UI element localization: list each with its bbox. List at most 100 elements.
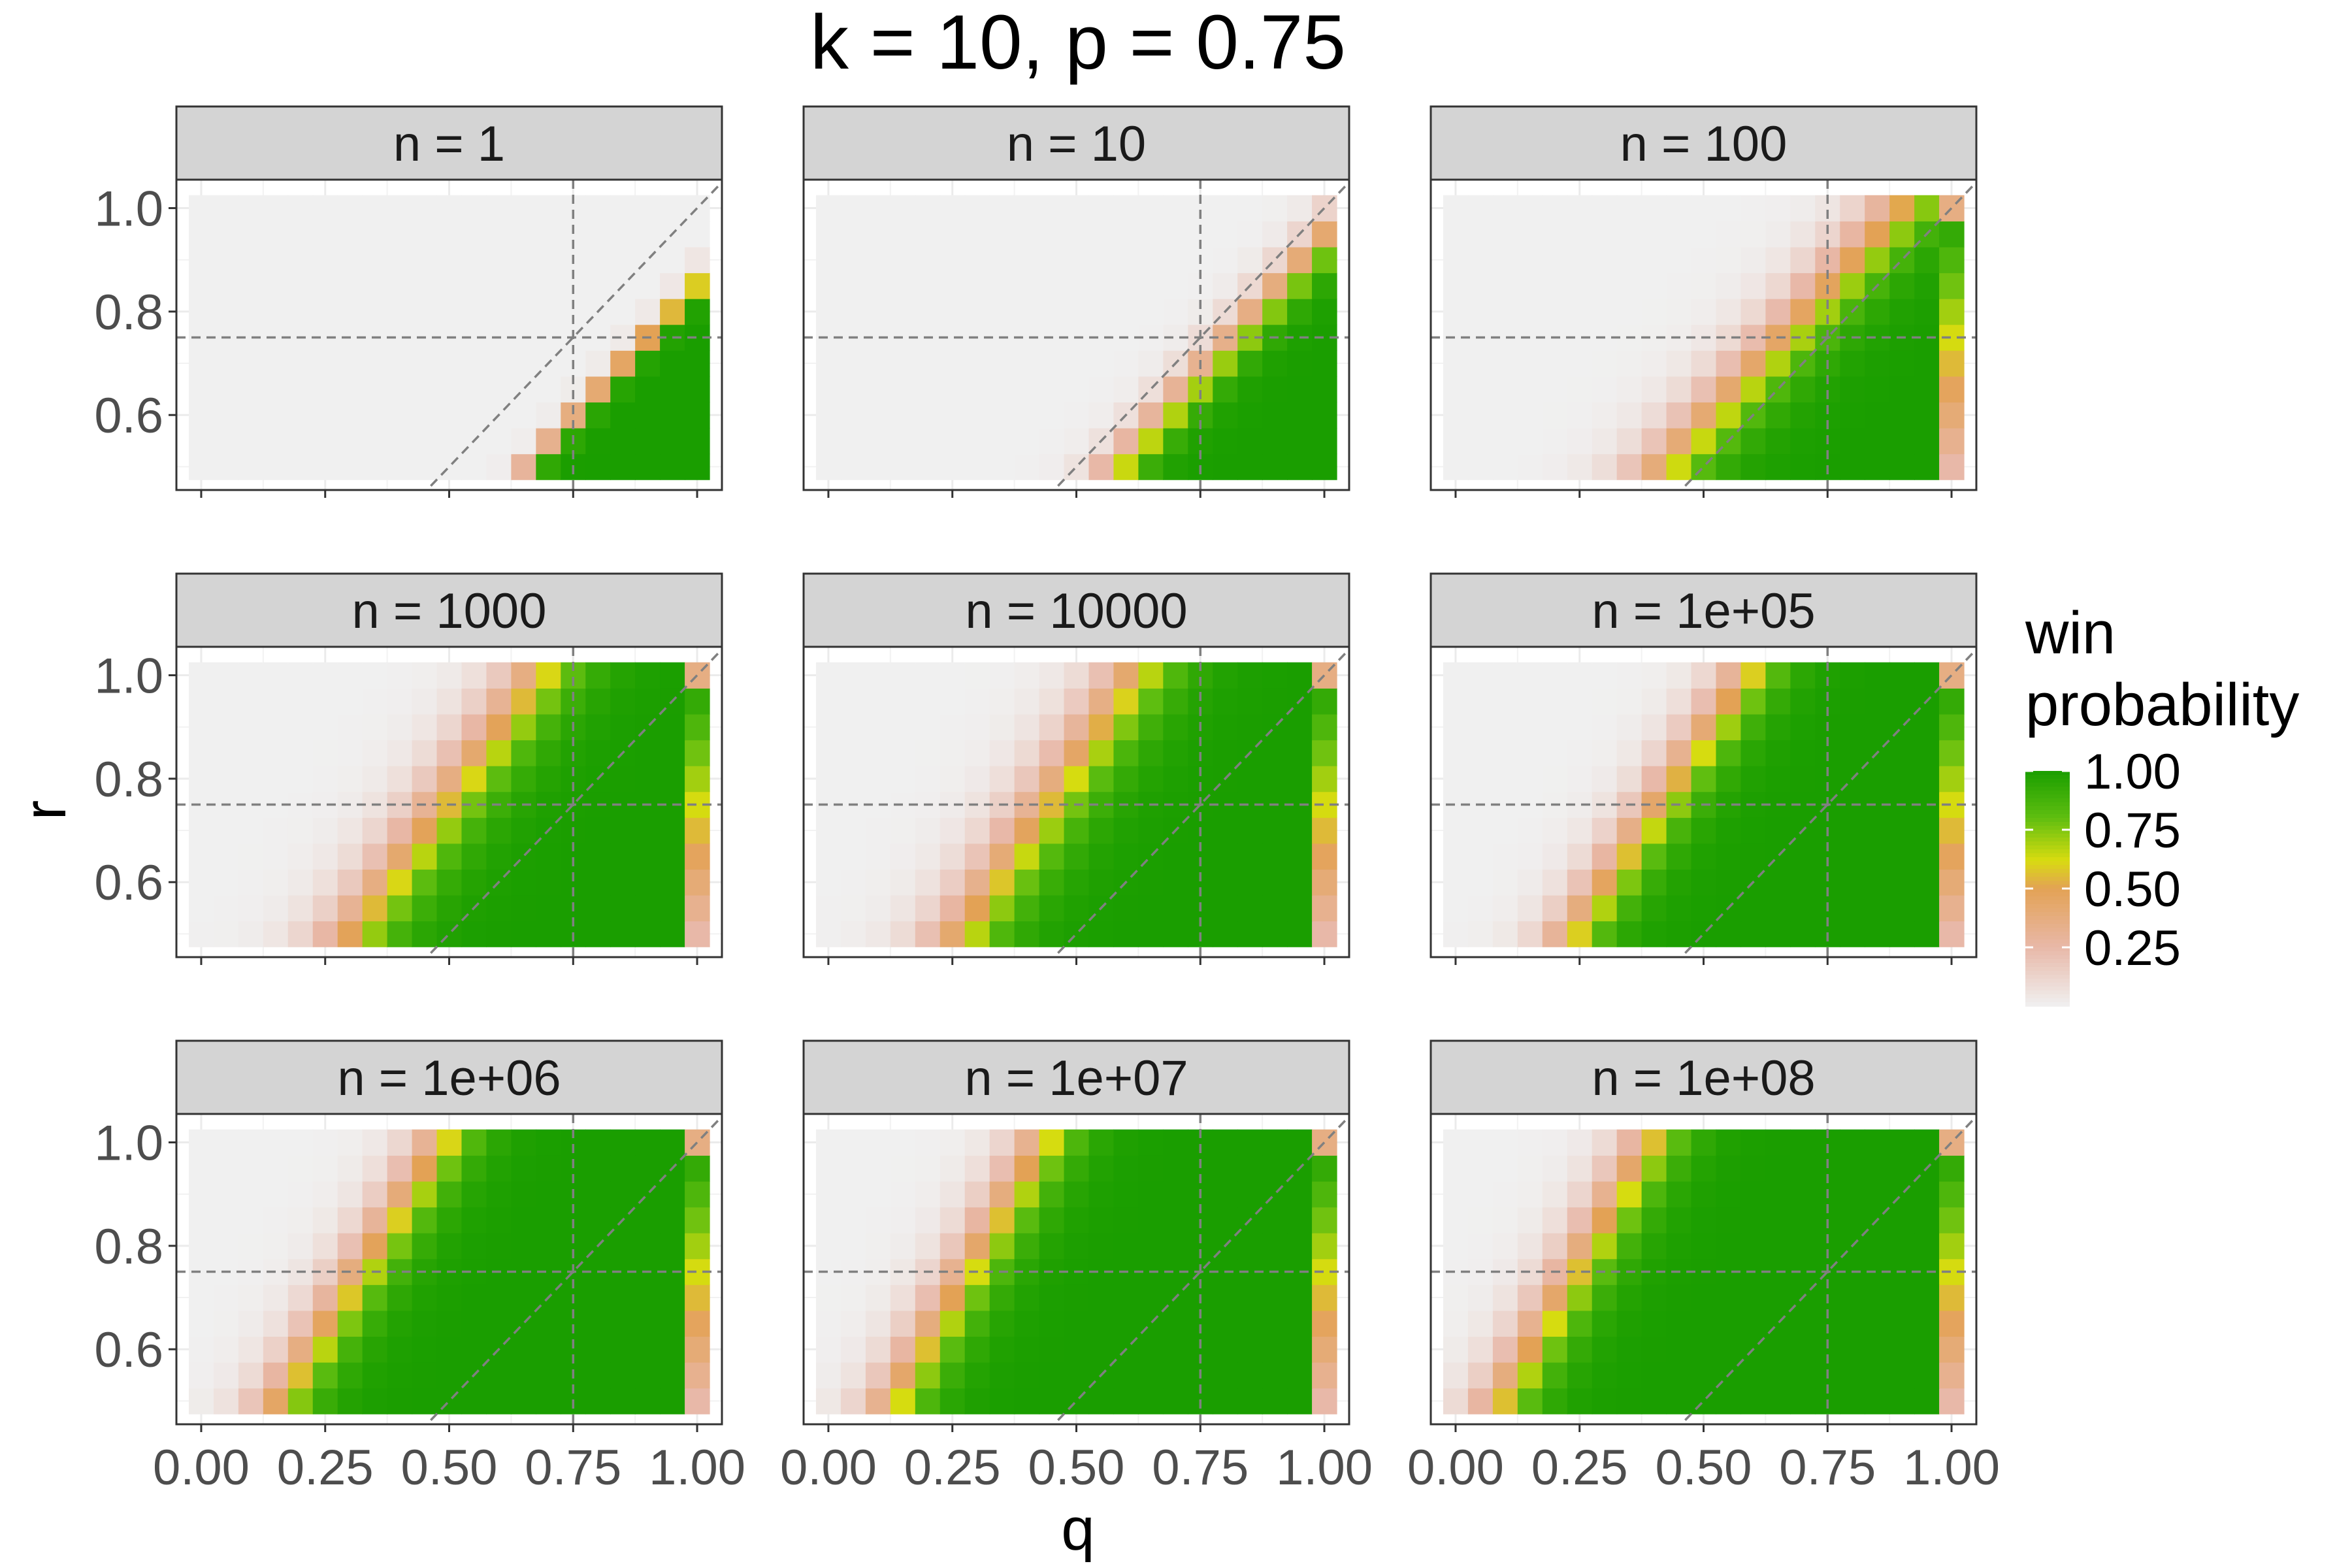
heatmap-tile [1567,272,1593,299]
heatmap-tile [1014,921,1040,947]
heatmap-tile [1014,1284,1040,1311]
heatmap-tile [1641,1310,1667,1337]
heatmap-tile [1889,740,1915,766]
heatmap-tile [1666,1310,1692,1337]
heatmap-tile [263,195,289,221]
heatmap-tile [1567,1233,1593,1260]
heatmap-tile [1914,402,1940,429]
heatmap-tile [1443,246,1469,274]
heatmap-tile [1312,921,1337,947]
heatmap-tile [1666,402,1692,429]
heatmap-tile [1889,428,1915,455]
heatmap-tile [1492,895,1518,922]
y-tick-label: 0.6 [94,388,163,444]
heatmap-tile [1237,713,1263,741]
heatmap-tile [1616,766,1642,792]
heatmap-tile [865,662,891,689]
heatmap-tile [1443,350,1469,377]
heatmap-tile [1064,1310,1090,1337]
heatmap-tile [660,1207,685,1233]
heatmap-tile [436,766,463,792]
heatmap-tile [1567,1207,1593,1233]
heatmap-tile [964,1181,990,1208]
heatmap-tile [188,662,214,689]
heatmap-tile [1641,869,1667,896]
reference-line-diagonal [1679,180,1976,490]
heatmap-tile [890,869,916,896]
x-tick-label: 0.25 [1531,1440,1628,1495]
heatmap-tile [287,1155,314,1182]
heatmap-tile [461,1207,487,1233]
heatmap-tile [1113,688,1139,715]
heatmap-tile [486,246,512,274]
heatmap-tile [1312,402,1337,429]
x-tick-label: 0.75 [1152,1440,1249,1495]
heatmap-tile [1567,740,1593,766]
y-tick-label: 0.8 [94,752,163,808]
heatmap-tile [461,1310,487,1337]
heatmap-tile [1312,299,1337,325]
heatmap-tile [939,428,966,455]
heatmap-tile [1865,688,1890,715]
heatmap-tile [362,817,388,844]
heatmap-tile [1716,817,1742,844]
heatmap-tile [1567,1388,1593,1414]
heatmap-tile [1088,1284,1115,1311]
heatmap-tile [1064,1336,1090,1363]
legend-color-band [2025,794,2070,799]
heatmap-tile [238,1336,264,1363]
heatmap-tile [1039,1181,1065,1208]
heatmap-tile [312,402,338,429]
heatmap-tile [1088,195,1115,221]
heatmap-tile [815,428,841,455]
heatmap-tile [1138,246,1164,274]
heatmap-tile [1765,428,1791,455]
heatmap-tile [635,453,661,480]
heatmap-tile [1666,662,1692,689]
heatmap-tile [915,895,941,922]
heatmap-tile [1567,376,1593,403]
heatmap-tile [1517,299,1543,325]
heatmap-tile [1939,817,1965,844]
heatmap-tile [635,299,661,325]
heatmap-tile [412,1388,438,1414]
heatmap-tile [989,713,1015,741]
heatmap-tile [1691,843,1717,870]
heatmap-tile [1939,1233,1965,1260]
heatmap-tile [1840,1155,1865,1182]
heatmap-tile [1014,272,1040,299]
heatmap-tile [939,869,966,896]
heatmap-tile [865,766,891,792]
heatmap-tile [1567,713,1593,741]
heatmap-tile [1840,402,1865,429]
heatmap-tile [1138,1284,1164,1311]
heatmap-tile [915,1310,941,1337]
heatmap-tile [1914,350,1940,377]
heatmap-tile [362,1310,388,1337]
heatmap-tile [1616,1336,1642,1363]
heatmap-tile [188,1284,214,1311]
heatmap-tile [1237,402,1263,429]
heatmap-tile [337,1155,363,1182]
heatmap-tile [610,428,636,455]
heatmap-tile [1765,1207,1791,1233]
heatmap-tile [1467,453,1494,480]
heatmap-tile [312,817,338,844]
heatmap-tile [1014,1362,1040,1389]
heatmap-tile [1467,1336,1494,1363]
heatmap-tile [1163,1129,1188,1156]
heatmap-tile [1840,428,1865,455]
heatmap-tile [1914,272,1940,299]
heatmap-tile [1765,1181,1791,1208]
heatmap-tile [635,1129,661,1156]
legend-color-band [2025,959,2070,964]
heatmap-tile [685,817,710,844]
heatmap-tile [188,350,214,377]
heatmap-tile [436,1284,463,1311]
legend-color-band [2025,947,2070,952]
heatmap-tile [188,843,214,870]
heatmap-tile [1443,1155,1469,1182]
legend-color-band [2025,798,2070,803]
heatmap-tile [1716,246,1742,274]
facet-panel: n = 10.60.81.0 [94,105,723,498]
